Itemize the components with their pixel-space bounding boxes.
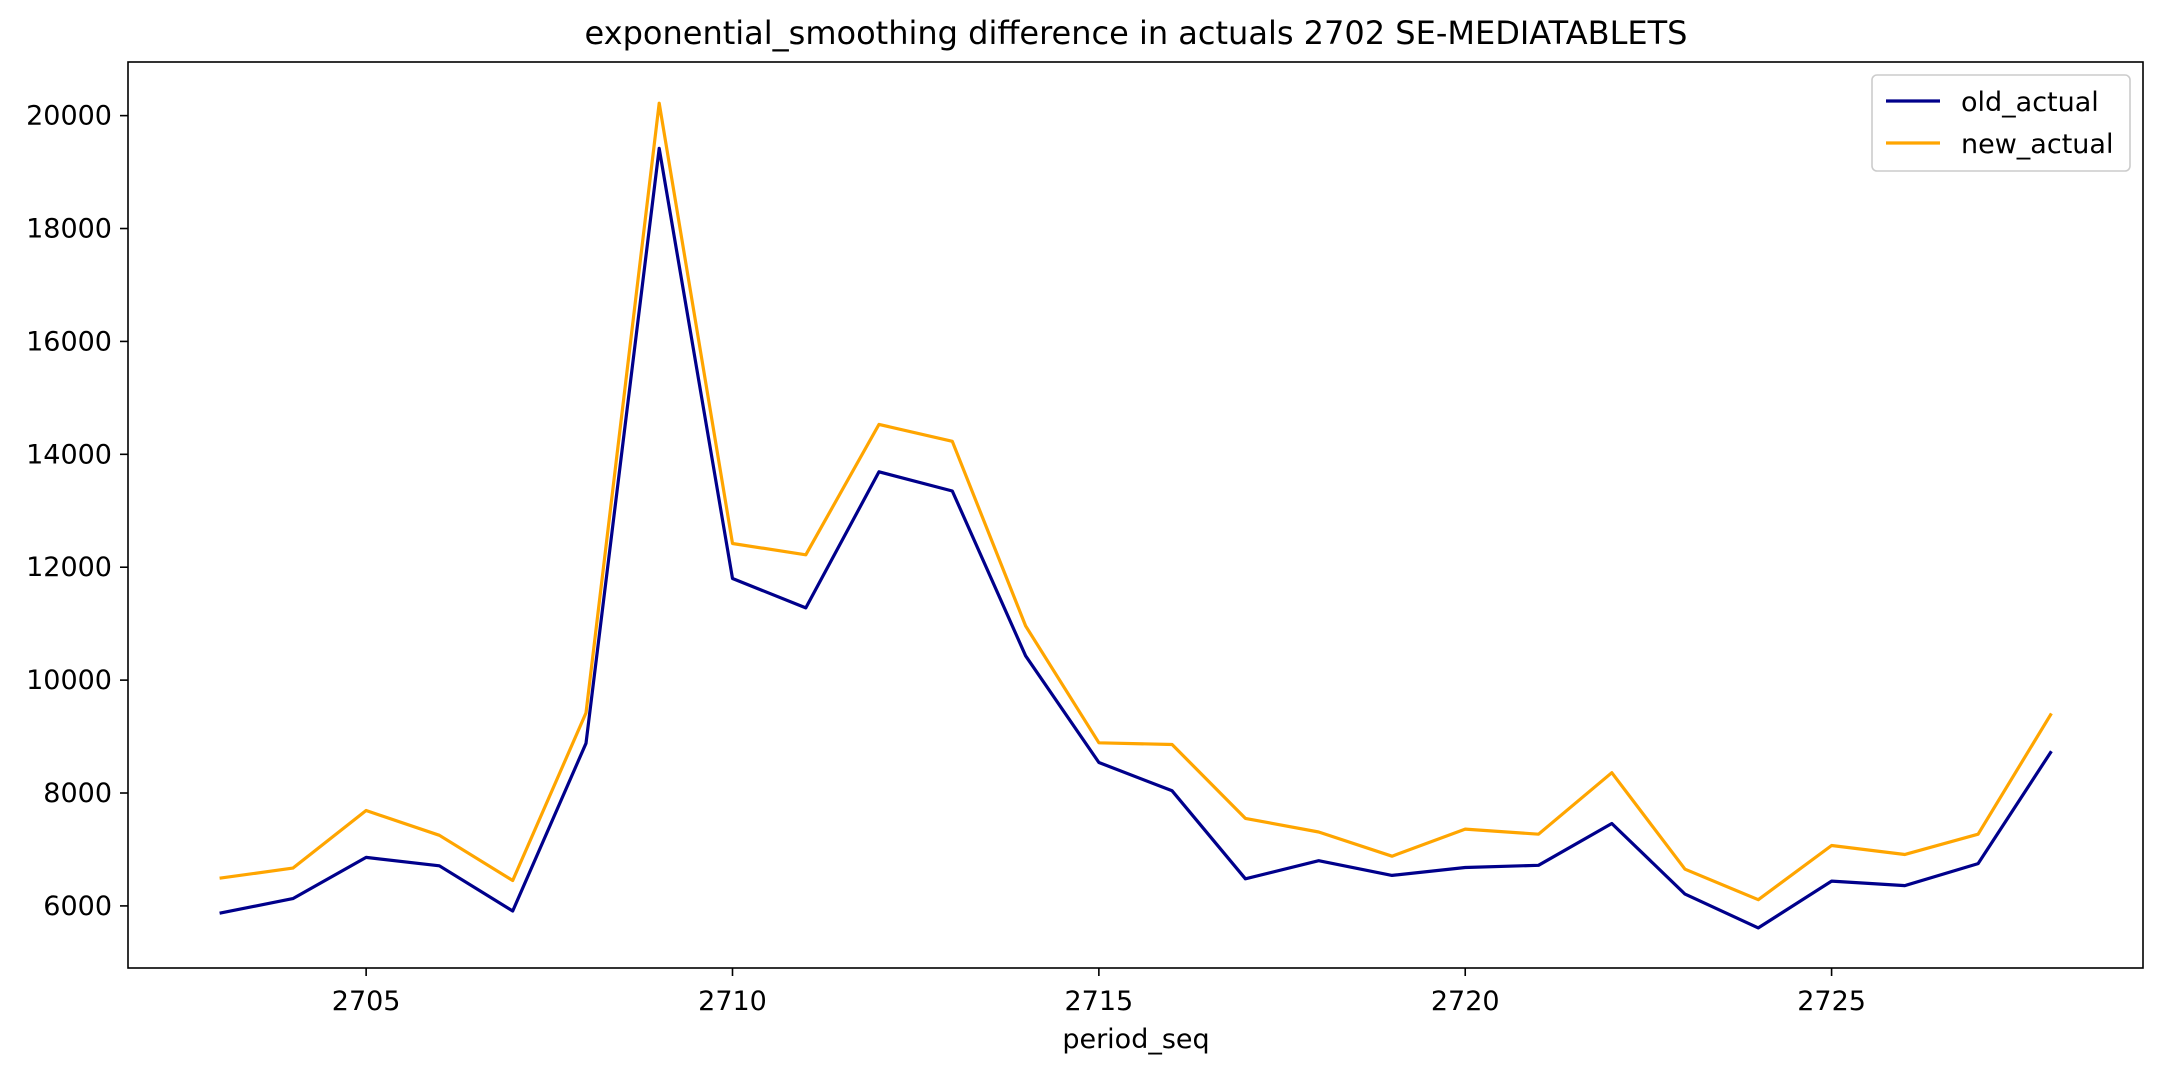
legend-box: [1871, 74, 2131, 172]
axes-frame: [127, 61, 2144, 969]
x-tick-label: 2725: [1797, 986, 1866, 1017]
series-line-old_actual: [219, 146, 2053, 930]
y-tick-label: 10000: [26, 665, 112, 696]
legend-label-new_actual: new_actual: [1961, 129, 2113, 160]
plot-area: [219, 101, 2053, 930]
y-tick-label: 8000: [43, 778, 112, 809]
axes: 2705 2710 2715 2720 2725 6000 8000 10000 12000 14…: [26, 61, 2144, 1017]
y-tick-label: 6000: [43, 891, 112, 922]
chart-title: exponential_smoothing difference in actu…: [585, 14, 1688, 52]
x-tick-label: 2710: [698, 986, 767, 1017]
series-line-new_actual: [219, 101, 2053, 902]
y-tick-label: 12000: [26, 552, 112, 583]
legend: old_actual new_actual: [1871, 74, 2131, 172]
x-tick-label: 2720: [1431, 986, 1500, 1017]
y-tick-label: 16000: [26, 326, 112, 357]
legend-label-old_actual: old_actual: [1961, 87, 2099, 118]
x-tick-label: 2715: [1065, 986, 1134, 1017]
y-tick-label: 18000: [26, 214, 112, 245]
y-tick-label: 14000: [26, 439, 112, 470]
y-tick-label: 20000: [26, 101, 112, 132]
x-axis-label: period_seq: [1062, 1024, 1209, 1055]
x-tick-label: 2705: [332, 986, 401, 1017]
